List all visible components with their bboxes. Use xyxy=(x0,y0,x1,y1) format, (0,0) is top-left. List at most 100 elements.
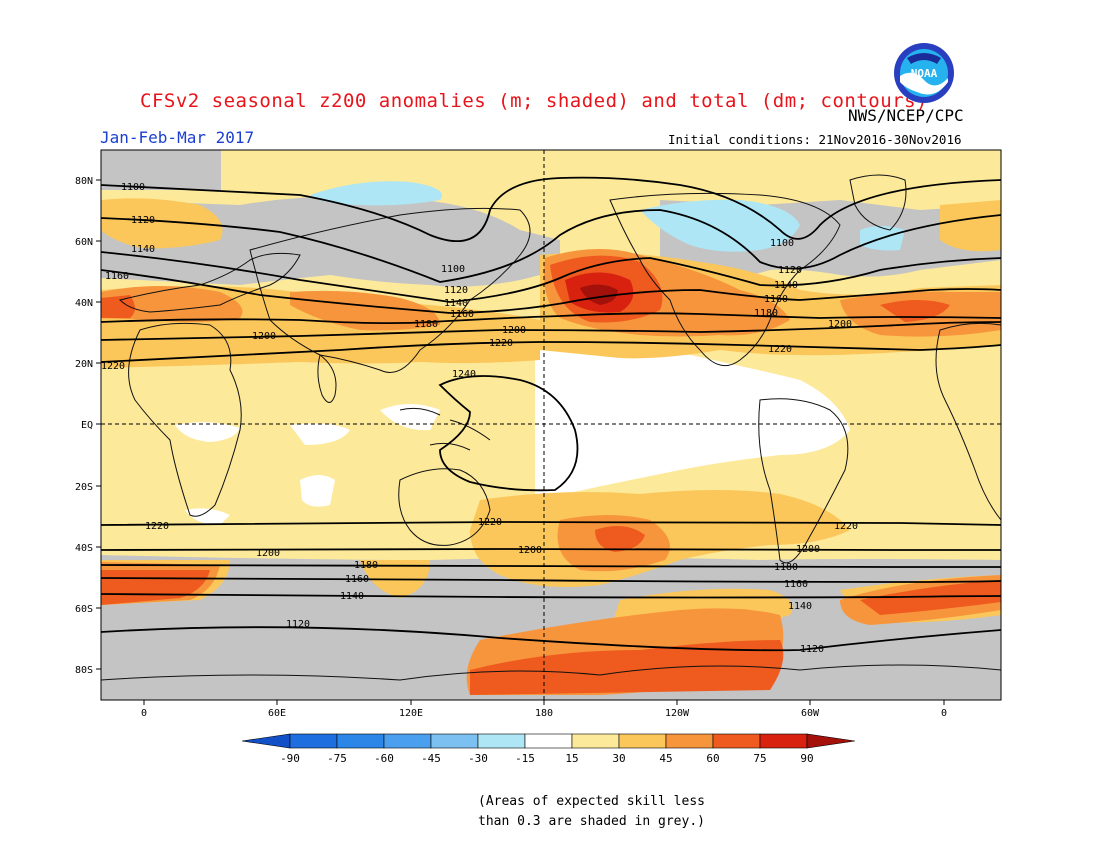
contour-label: 1140 xyxy=(774,280,798,291)
contour-1220-south xyxy=(101,521,1001,526)
contour-label: 1240 xyxy=(452,369,476,380)
chart-title: CFSv2 seasonal z200 anomalies (m; shaded… xyxy=(140,90,928,112)
svg-text:1120: 1120 xyxy=(778,265,802,276)
svg-text:1220: 1220 xyxy=(768,344,792,355)
height-contours xyxy=(101,176,1001,652)
svg-text:1220: 1220 xyxy=(489,338,513,349)
svg-text:1180: 1180 xyxy=(754,308,778,319)
lat-tick: 40N xyxy=(75,298,101,309)
contour-label: 1200 xyxy=(256,548,280,559)
contour-label: 1220 xyxy=(768,344,792,355)
contour-label: 1180 xyxy=(414,319,438,330)
svg-text:60N: 60N xyxy=(75,237,93,248)
lat-tick: 20S xyxy=(75,482,101,493)
contour-label: 1100 xyxy=(441,264,465,275)
longitude-axis: 0 60E 120E 180 120W 60W 0 xyxy=(141,700,947,719)
contour-label: 1220 xyxy=(145,521,169,532)
colorbar-tick-label: 90 xyxy=(800,752,813,765)
colorbar-high-end xyxy=(806,733,856,749)
svg-text:1140: 1140 xyxy=(131,244,155,255)
svg-text:20S: 20S xyxy=(75,482,93,493)
contour-1100 xyxy=(101,176,1001,243)
contour-1220-north xyxy=(101,341,1001,363)
colorbar-tick-label: 45 xyxy=(659,752,672,765)
svg-text:60E: 60E xyxy=(268,708,286,719)
svg-text:1180: 1180 xyxy=(354,560,378,571)
contour-label: 1100 xyxy=(770,238,794,249)
colorbar-tick-label: 30 xyxy=(612,752,625,765)
contour-label: 1140 xyxy=(444,298,468,309)
svg-text:1160: 1160 xyxy=(450,309,474,320)
colorbar-segment xyxy=(618,733,667,749)
svg-text:1220: 1220 xyxy=(478,517,502,528)
svg-text:1140: 1140 xyxy=(788,601,812,612)
contour-label: 1120 xyxy=(444,285,468,296)
contour-label: 1220 xyxy=(478,517,502,528)
svg-text:1200: 1200 xyxy=(828,319,852,330)
svg-text:120E: 120E xyxy=(399,708,423,719)
colorbar-segment xyxy=(759,733,808,749)
lon-tick: 0 xyxy=(941,700,947,719)
svg-text:0: 0 xyxy=(141,708,147,719)
contour-label: 1200 xyxy=(796,544,820,555)
svg-text:1160: 1160 xyxy=(764,294,788,305)
contour-1140-south xyxy=(101,593,1001,599)
colorbar-tick-label: -45 xyxy=(421,752,441,765)
forecast-period: Jan-Feb-Mar 2017 xyxy=(100,128,255,147)
contour-label: 1160 xyxy=(345,574,369,585)
svg-text:1180: 1180 xyxy=(774,562,798,573)
lon-tick: 180 xyxy=(535,700,553,719)
svg-text:1220: 1220 xyxy=(145,521,169,532)
logo-text: NOAA xyxy=(911,67,938,80)
negative-anomaly-shading xyxy=(310,181,905,252)
contour-label: 1140 xyxy=(340,591,364,602)
svg-text:80N: 80N xyxy=(75,176,93,187)
map-frame xyxy=(100,149,1002,701)
lat-tick: 40S xyxy=(75,543,101,554)
colorbar-segment xyxy=(383,733,432,749)
continent-outlines xyxy=(101,174,1001,681)
contour-label: 1140 xyxy=(131,244,155,255)
contour-label: 1120 xyxy=(286,619,310,630)
contour-1120 xyxy=(101,209,1001,283)
latitude-axis: 80N 60N 40N 20N EQ 20S 40S 60S 80S xyxy=(75,176,101,676)
svg-text:1200: 1200 xyxy=(252,331,276,342)
colorbar-segment xyxy=(289,733,338,749)
contour-label: 1200 xyxy=(828,319,852,330)
contour-label: 1160 xyxy=(450,309,474,320)
contour-1140 xyxy=(101,251,1001,303)
contour-label-group: 1100 1120 1140 1160 1100 1120 1140 1160 … xyxy=(101,182,858,655)
contour-1160 xyxy=(101,269,1001,314)
svg-text:1120: 1120 xyxy=(286,619,310,630)
contour-1200-south xyxy=(101,548,1001,551)
lat-tick: 80S xyxy=(75,665,101,676)
svg-text:180: 180 xyxy=(535,708,553,719)
svg-text:1160: 1160 xyxy=(345,574,369,585)
anomaly-above-90-shading xyxy=(580,284,618,305)
contour-label: 1180 xyxy=(354,560,378,571)
svg-text:1200: 1200 xyxy=(502,325,526,336)
svg-text:1220: 1220 xyxy=(834,521,858,532)
colorbar-segment xyxy=(571,733,620,749)
svg-text:1200: 1200 xyxy=(796,544,820,555)
svg-text:60W: 60W xyxy=(801,708,820,719)
svg-text:1140: 1140 xyxy=(444,298,468,309)
agency-label: NWS/NCEP/CPC xyxy=(848,106,964,125)
lon-tick: 0 xyxy=(141,700,147,719)
contour-1200 xyxy=(101,321,1001,341)
contour-1240 xyxy=(438,375,579,492)
svg-text:0: 0 xyxy=(941,708,947,719)
lat-tick: EQ xyxy=(81,420,101,431)
svg-text:1200: 1200 xyxy=(256,548,280,559)
colorbar-tick-label: -30 xyxy=(468,752,488,765)
skill-note: (Areas of expected skill less than 0.3 a… xyxy=(478,792,705,832)
contour-label: 1160 xyxy=(764,294,788,305)
svg-text:40S: 40S xyxy=(75,543,93,554)
noaa-logo: NOAA xyxy=(894,43,954,103)
initial-conditions: Initial conditions: 21Nov2016-30Nov2016 xyxy=(668,132,962,147)
contour-label: 1140 xyxy=(788,601,812,612)
contour-1120-south xyxy=(101,626,1001,652)
svg-text:1120: 1120 xyxy=(131,215,155,226)
contour-label: 1220 xyxy=(489,338,513,349)
lat-tick: 60N xyxy=(75,237,101,248)
